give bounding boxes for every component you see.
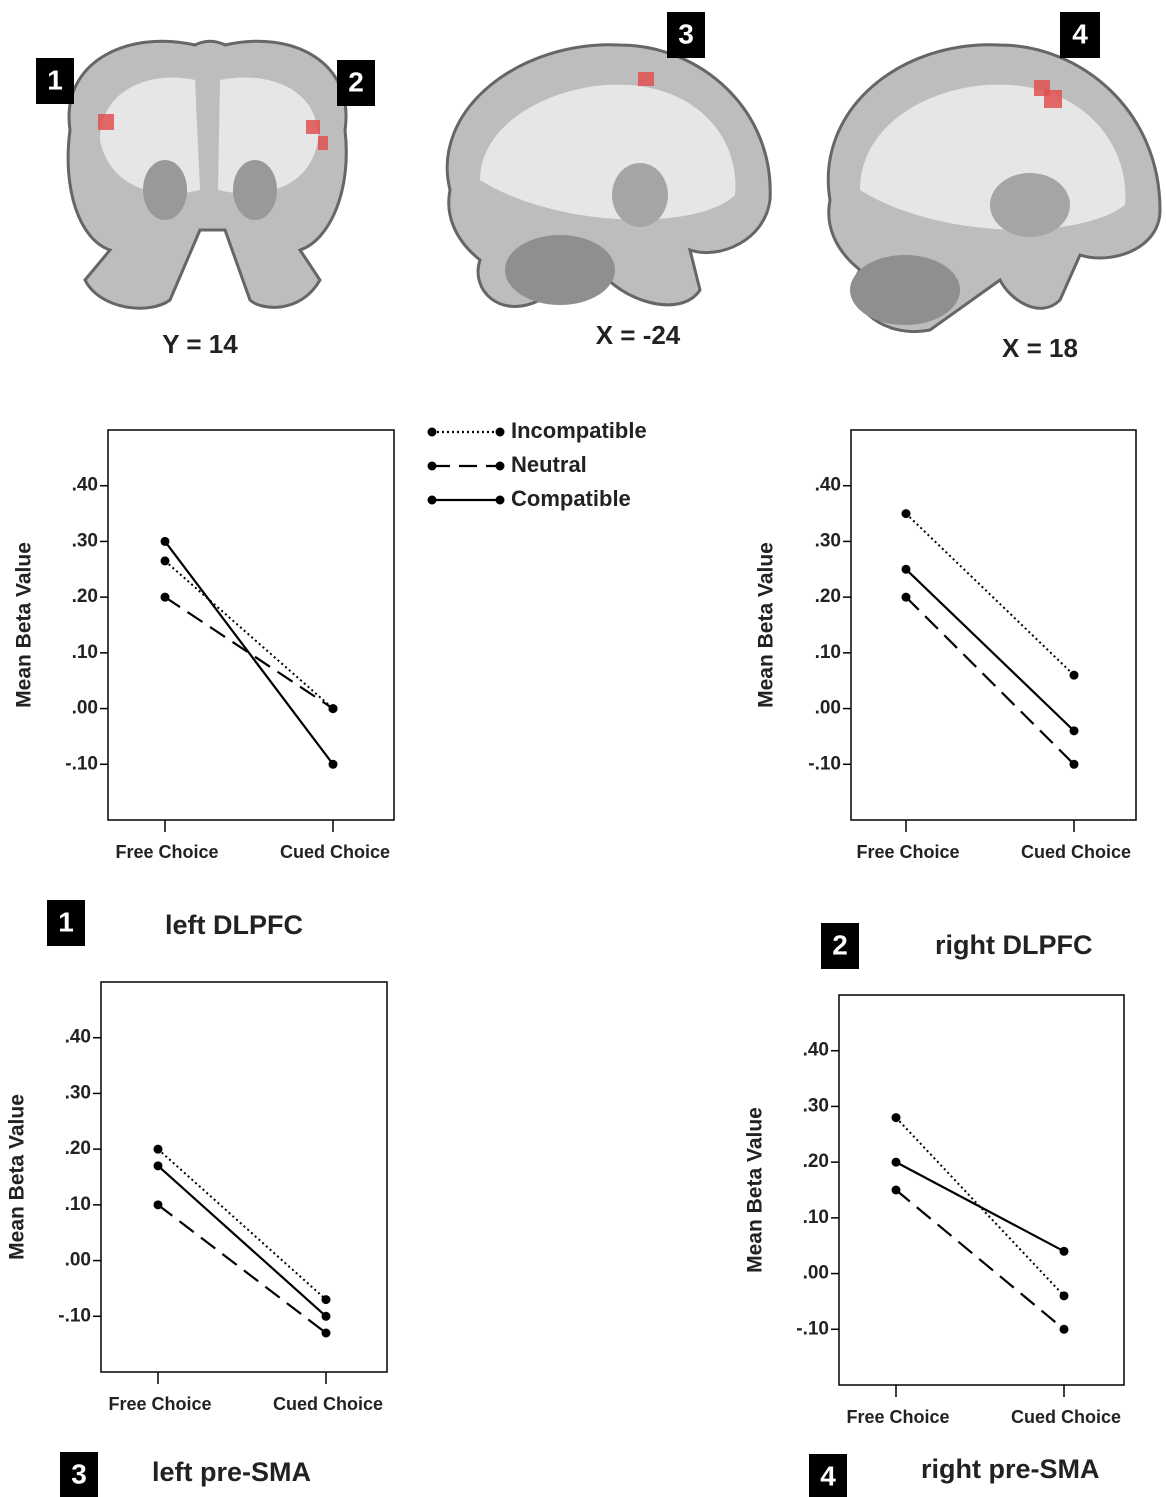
- y-tick-label: .00: [65, 1250, 91, 1271]
- legend-label: Incompatible: [511, 418, 647, 443]
- y-tick-label: .10: [815, 642, 841, 663]
- series-line: [158, 1166, 326, 1316]
- x-tick-label: Free Choice: [846, 1407, 949, 1427]
- y-axis-label: Mean Beta Value: [6, 1094, 29, 1260]
- data-point: [161, 593, 170, 602]
- data-point: [1060, 1325, 1069, 1334]
- data-point: [161, 556, 170, 565]
- brain-sagittal-left: [447, 45, 770, 307]
- y-tick-label: .20: [72, 586, 98, 607]
- panel-title: left DLPFC: [165, 910, 303, 940]
- panel-title: left pre-SMA: [152, 1457, 311, 1487]
- brain-sagittal-right: [828, 45, 1160, 332]
- badge: 2: [348, 66, 364, 97]
- y-tick-label: .10: [65, 1194, 91, 1215]
- y-tick-label: .40: [803, 1040, 829, 1061]
- data-point: [1070, 671, 1079, 680]
- y-axis-label: Mean Beta Value: [13, 542, 36, 708]
- y-tick-label: .10: [72, 642, 98, 663]
- x-tick-label: Cued Choice: [280, 842, 390, 862]
- data-point: [902, 509, 911, 518]
- y-tick-label: -.10: [796, 1318, 829, 1339]
- y-tick-label: .20: [815, 586, 841, 607]
- plot-frame: [108, 430, 394, 820]
- data-point: [892, 1113, 901, 1122]
- plot-frame: [851, 430, 1136, 820]
- y-tick-label: -.10: [808, 753, 841, 774]
- badge: 3: [678, 18, 694, 49]
- badge: 4: [1072, 18, 1088, 49]
- legend-dot: [428, 496, 437, 505]
- y-tick-label: .40: [72, 475, 98, 496]
- legend-dot: [496, 428, 505, 437]
- y-tick-label: .30: [815, 530, 841, 551]
- y-tick-label: .40: [65, 1027, 91, 1048]
- y-tick-label: .00: [815, 698, 841, 719]
- series-line: [906, 597, 1074, 764]
- plot-frame: [839, 995, 1124, 1385]
- series-line: [165, 561, 333, 709]
- data-point: [322, 1329, 331, 1338]
- y-tick-label: .40: [815, 475, 841, 496]
- y-tick-label: .20: [65, 1138, 91, 1159]
- series-line: [165, 541, 333, 764]
- legend-dot: [428, 428, 437, 437]
- coordinate: X = 18: [1002, 333, 1078, 363]
- y-tick-label: -.10: [58, 1305, 91, 1326]
- x-tick-label: Free Choice: [108, 1394, 211, 1414]
- y-tick-label: -.10: [65, 753, 98, 774]
- coordinate: X = -24: [596, 320, 681, 350]
- panel-title: right pre-SMA: [921, 1454, 1100, 1484]
- data-point: [329, 760, 338, 769]
- data-point: [154, 1200, 163, 1209]
- legend-dot: [428, 462, 437, 471]
- x-tick-label: Free Choice: [115, 842, 218, 862]
- data-point: [892, 1158, 901, 1167]
- y-tick-label: .10: [803, 1207, 829, 1228]
- y-tick-label: .30: [72, 530, 98, 551]
- data-point: [161, 537, 170, 546]
- data-point: [154, 1145, 163, 1154]
- series-line: [158, 1205, 326, 1333]
- y-axis-label: Mean Beta Value: [755, 542, 778, 708]
- coordinate: Y = 14: [162, 329, 238, 359]
- data-point: [1060, 1291, 1069, 1300]
- plot-frame: [101, 982, 387, 1372]
- data-point: [1060, 1247, 1069, 1256]
- badge: 1: [47, 64, 63, 95]
- data-point: [154, 1161, 163, 1170]
- y-tick-label: .30: [65, 1082, 91, 1103]
- series-line: [896, 1162, 1064, 1251]
- panel-title: right DLPFC: [935, 930, 1092, 960]
- badge: 3: [71, 1458, 87, 1489]
- x-tick-label: Cued Choice: [273, 1394, 383, 1414]
- y-tick-label: .30: [803, 1095, 829, 1116]
- y-axis-label: Mean Beta Value: [744, 1107, 767, 1273]
- figure: 1 2 Y = 14 3 X = -24 4 X = 18 .40 .30 .20.…: [0, 0, 1166, 1497]
- badge: 1: [58, 906, 74, 937]
- data-point: [322, 1312, 331, 1321]
- y-tick-label: .20: [803, 1151, 829, 1172]
- data-point: [329, 704, 338, 713]
- legend-label: Compatible: [511, 486, 631, 511]
- y-tick-label: .00: [72, 698, 98, 719]
- legend-dot: [496, 496, 505, 505]
- x-tick-label: Cued Choice: [1021, 842, 1131, 862]
- data-point: [322, 1295, 331, 1304]
- badge: 2: [832, 929, 848, 960]
- x-tick-label: Free Choice: [856, 842, 959, 862]
- legend-dot: [496, 462, 505, 471]
- badge: 4: [820, 1460, 836, 1491]
- data-point: [1070, 760, 1079, 769]
- legend-label: Neutral: [511, 452, 587, 477]
- brain-coronal: [68, 41, 346, 308]
- y-tick-label: .00: [803, 1263, 829, 1284]
- data-point: [902, 565, 911, 574]
- x-tick-label: Cued Choice: [1011, 1407, 1121, 1427]
- data-point: [892, 1186, 901, 1195]
- data-point: [1070, 726, 1079, 735]
- series-line: [896, 1190, 1064, 1329]
- data-point: [902, 593, 911, 602]
